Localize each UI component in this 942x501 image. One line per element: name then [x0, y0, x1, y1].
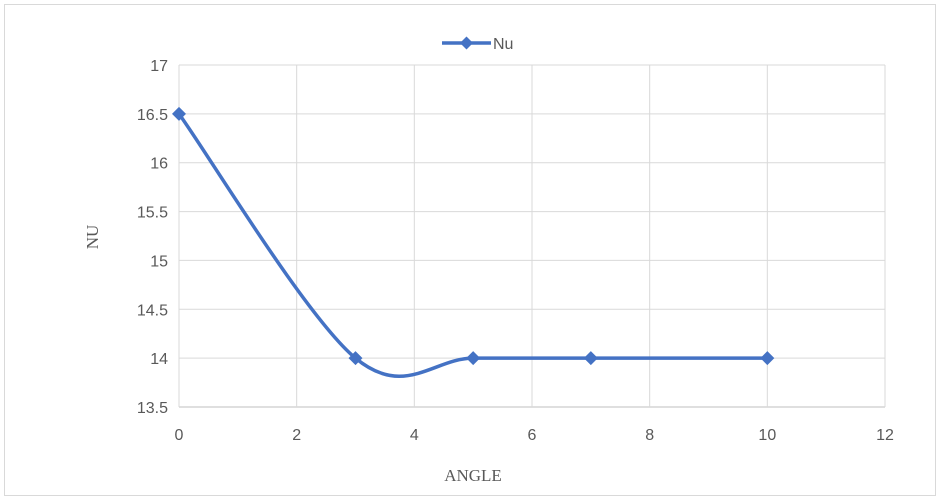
y-tick-label: 16: [150, 156, 168, 173]
y-tick-label: 17: [150, 58, 168, 75]
x-tick-label: 6: [528, 427, 537, 444]
y-tick-label: 15: [150, 253, 168, 270]
x-tick-label: 10: [758, 427, 776, 444]
x-tick-label: 4: [410, 427, 419, 444]
data-point-marker: [760, 351, 775, 366]
chart-frame: [4, 4, 936, 496]
legend-marker-diamond: [460, 36, 473, 50]
legend-label: Nu: [493, 36, 513, 53]
y-tick-label: 13.5: [137, 400, 168, 417]
y-tick-label: 14.5: [137, 302, 168, 319]
x-tick-label: 8: [645, 427, 654, 444]
legend: Nu: [442, 36, 513, 53]
gridlines: [178, 64, 886, 408]
series-line-nu: [177, 112, 770, 378]
x-tick-label: 2: [292, 427, 301, 444]
y-tick-label: 16.5: [137, 107, 168, 124]
x-tick-label: 0: [175, 427, 184, 444]
tick-labels: 13.5 14 14.5 15 15.5 16 16.5 17 0 2 4 6 8 10 12: [137, 58, 894, 444]
y-axis-title: NU: [83, 225, 102, 250]
x-axis-title: ANGLE: [444, 466, 502, 485]
data-point-marker: [348, 351, 363, 366]
y-tick-label: 15.5: [137, 205, 168, 222]
y-tick-label: 14: [150, 351, 168, 368]
data-point-marker: [172, 106, 186, 121]
series-layer: [172, 106, 775, 378]
x-tick-label: 12: [876, 427, 894, 444]
data-point-marker: [466, 351, 481, 366]
data-point-marker: [583, 351, 598, 366]
